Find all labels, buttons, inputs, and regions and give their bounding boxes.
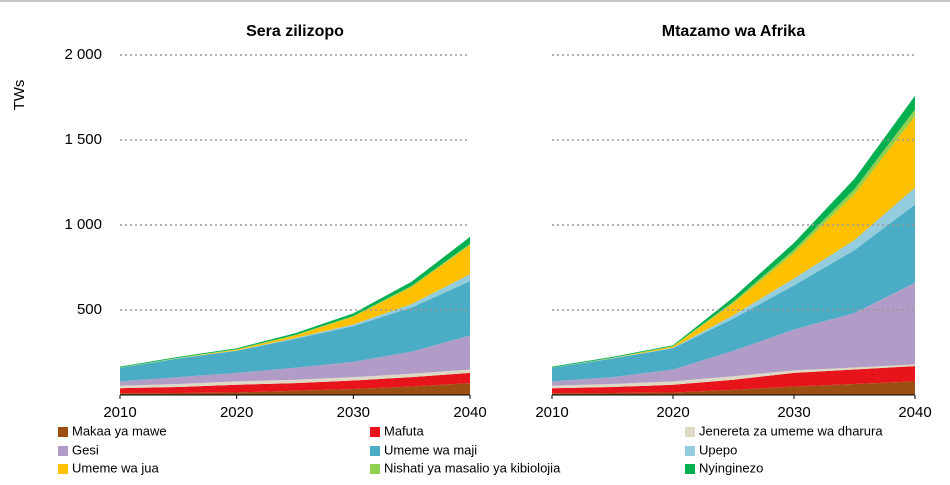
area — [552, 381, 915, 395]
x-tick-label: 2020 — [656, 404, 689, 421]
legend-label: Mafuta — [384, 423, 425, 438]
legend-swatch — [685, 427, 695, 437]
y-tick-label: 1 500 — [64, 131, 102, 148]
legend-label: Makaa ya mawe — [72, 423, 167, 438]
x-tick-label: 2010 — [103, 404, 136, 421]
legend-swatch — [370, 427, 380, 437]
chart-title: Sera zilizopo — [246, 23, 344, 40]
area — [120, 369, 470, 389]
legend-swatch — [58, 446, 68, 456]
legend-label: Nyinginezo — [699, 460, 763, 475]
x-tick-label: 2010 — [535, 404, 568, 421]
area — [120, 372, 470, 394]
legend-label: Upepo — [699, 442, 737, 457]
x-tick-label: 2040 — [898, 404, 931, 421]
legend-swatch — [370, 464, 380, 474]
legend-swatch — [685, 464, 695, 474]
legend-label: Gesi — [72, 442, 99, 457]
legend-swatch — [58, 427, 68, 437]
area — [120, 281, 470, 382]
x-tick-label: 2030 — [337, 404, 370, 421]
y-tick-label: 1 000 — [64, 216, 102, 233]
legend-label: Nishati ya masalio ya kibiolojia — [384, 460, 561, 475]
area — [552, 204, 915, 382]
x-tick-label: 2020 — [220, 404, 253, 421]
x-tick-label: 2040 — [453, 404, 486, 421]
y-axis-label: TWs — [11, 80, 28, 111]
y-tick-label: 500 — [77, 301, 102, 318]
area — [120, 335, 470, 386]
legend-swatch — [370, 446, 380, 456]
chart-title: Mtazamo wa Afrika — [662, 23, 806, 40]
legend-label: Jenereta za umeme wa dharura — [699, 423, 883, 438]
legend-swatch — [58, 464, 68, 474]
legend-swatch — [685, 446, 695, 456]
y-tick-label: 2 000 — [64, 46, 102, 63]
x-tick-label: 2030 — [777, 404, 810, 421]
area — [552, 116, 915, 368]
area — [120, 383, 470, 395]
legend-label: Umeme wa maji — [384, 442, 477, 457]
area — [120, 245, 470, 368]
legend-label: Umeme wa jua — [72, 460, 159, 475]
area — [552, 282, 915, 386]
